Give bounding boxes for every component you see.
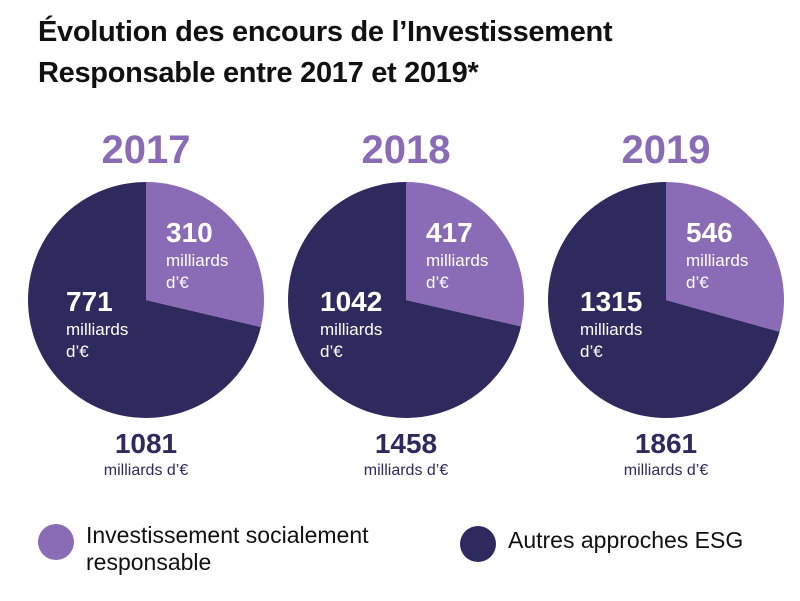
legend-swatch-other-esg (460, 526, 496, 562)
pie-chart-2018: 417 milliards d’€ 1042 milliards d’€ (288, 182, 525, 418)
other-unit-label-2019: milliards (580, 320, 642, 339)
other-value-label-2017: 771 (66, 286, 113, 317)
other-euro-label-2018: d’€ (320, 342, 343, 361)
isr-value-label-2017: 310 (166, 217, 213, 248)
isr-unit-label-2017: milliards (166, 251, 228, 270)
other-unit-label-2018: milliards (320, 320, 382, 339)
other-euro-label-2017: d’€ (66, 342, 89, 361)
total-2018: 1458 milliards d’€ (286, 428, 526, 482)
isr-unit-label-2019: milliards (686, 251, 748, 270)
pie-slice-other-esg-2017 (27, 182, 261, 418)
isr-euro-label-2017: d’€ (166, 273, 189, 292)
chart-title-line-1: Évolution des encours de l’Investissemen… (38, 16, 613, 48)
total-value-2019: 1861 (634, 428, 698, 459)
legend-label-isr-line-1: Investissement socialement (86, 522, 369, 548)
legend-item-other-esg: Autres approches ESG (460, 524, 743, 562)
pie-slice-other-esg-2018 (288, 182, 522, 418)
chart-title: Évolution des encours de l’Investissemen… (38, 12, 613, 94)
pie-slice-other-esg-2019 (547, 182, 780, 419)
total-2019: 1861 milliards d’€ (546, 428, 786, 482)
pie-slice-isr-2018 (406, 182, 525, 327)
isr-value-label-2019: 546 (686, 217, 733, 248)
total-2017: 1081 milliards d’€ (26, 428, 266, 482)
legend-label-other-esg: Autres approches ESG (508, 527, 744, 553)
legend-swatch-isr (38, 524, 74, 560)
total-value-2018: 1458 (374, 428, 438, 459)
isr-euro-label-2019: d’€ (686, 273, 709, 292)
pie-slice-isr-2017 (146, 182, 264, 328)
other-euro-label-2019: d’€ (580, 342, 603, 361)
total-value-2017: 1081 (114, 428, 178, 459)
year-label-2017: 2017 (101, 128, 191, 172)
pie-slice-isr-2019 (666, 182, 784, 332)
isr-value-label-2018: 417 (426, 217, 473, 248)
other-value-label-2019: 1315 (580, 286, 642, 317)
legend-label-isr: Investissement socialement responsable (86, 522, 369, 576)
legend-label-isr-line-2: responsable (86, 549, 212, 575)
chart-title-line-2: Responsable entre 2017 et 2019* (38, 57, 479, 89)
other-unit-label-2017: milliards (66, 320, 128, 339)
legend-item-isr: Investissement socialement responsable (38, 522, 369, 576)
isr-unit-label-2018: milliards (426, 251, 488, 270)
total-unit-2017: milliards d’€ (103, 462, 189, 479)
year-label-2018: 2018 (361, 128, 451, 172)
pie-chart-2017: 310 milliards d’€ 771 milliards d’€ (27, 182, 264, 418)
year-label-2019: 2019 (621, 128, 711, 172)
total-unit-2018: milliards d’€ (363, 462, 449, 479)
total-unit-2019: milliards d’€ (623, 462, 709, 479)
pie-chart-2019: 546 milliards d’€ 1315 milliards d’€ (547, 182, 784, 419)
isr-euro-label-2018: d’€ (426, 273, 449, 292)
other-value-label-2018: 1042 (320, 286, 382, 317)
